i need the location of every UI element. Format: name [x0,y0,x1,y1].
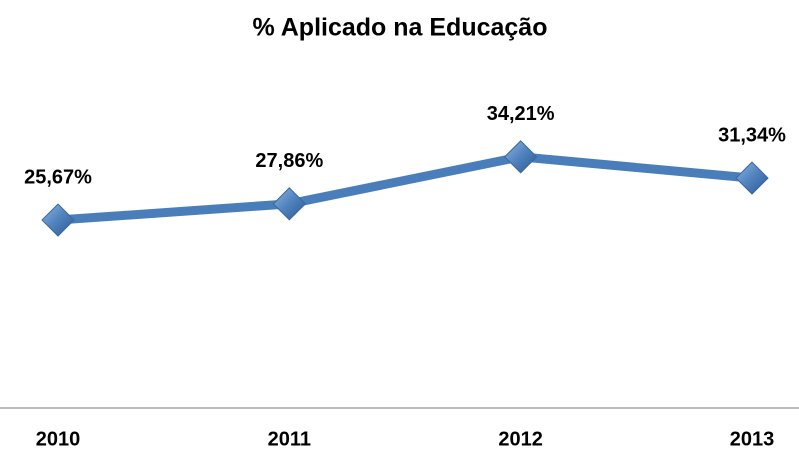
marker [735,161,769,195]
marker [41,203,75,237]
data-label: 27,86% [255,150,323,172]
line [57,152,753,225]
x-tick-label: 2011 [268,428,311,450]
x-tick-label: 2013 [730,428,775,450]
x-tick-label: 2012 [498,428,543,450]
x-tick-label: 2010 [36,428,81,450]
marker [503,140,538,174]
data-label: 34,21% [487,103,555,125]
data-label: 31,34% [718,124,786,146]
data-label: 25,67% [24,166,92,188]
marker [272,187,307,221]
chart-title: % Aplicado na Educação [253,14,548,42]
